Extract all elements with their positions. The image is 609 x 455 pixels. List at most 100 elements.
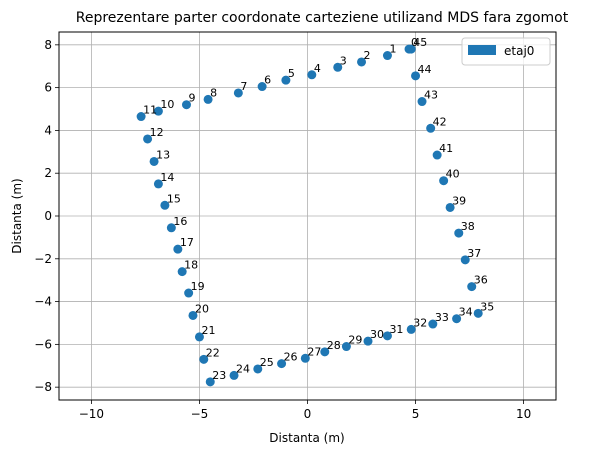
x-axis-label: Distanta (m) (269, 431, 344, 445)
point-label: 42 (433, 115, 447, 128)
data-point (357, 57, 367, 67)
point-label: 27 (307, 345, 321, 358)
data-point (439, 176, 449, 186)
point-label: 40 (446, 168, 460, 181)
legend-label: etaj0 (504, 44, 534, 58)
point-label: 0 (411, 36, 418, 49)
data-point (233, 88, 243, 98)
data-point (277, 359, 287, 369)
data-point (253, 364, 263, 374)
data-point (411, 71, 421, 81)
point-label: 35 (480, 300, 494, 313)
legend-box (461, 37, 551, 66)
data-point (445, 202, 455, 212)
point-label: 11 (143, 104, 157, 117)
data-point (143, 134, 153, 144)
point-label: 16 (173, 215, 187, 228)
data-point (363, 336, 373, 346)
point-label: 8 (210, 86, 217, 99)
data-point (136, 112, 146, 122)
data-point (199, 354, 209, 364)
point-label: 38 (461, 220, 475, 233)
point-label: 36 (474, 274, 488, 287)
data-point (153, 106, 163, 116)
point-label: 13 (156, 148, 170, 161)
x-tick-label: 0 (304, 407, 312, 421)
data-point (281, 75, 291, 85)
data-point (428, 319, 438, 329)
data-point (257, 82, 267, 92)
data-point (382, 51, 392, 61)
y-tick-label: 8 (44, 38, 52, 52)
data-points (136, 44, 483, 387)
chart-title: Reprezentare parter coordonate cartezien… (76, 10, 569, 26)
point-label: 32 (413, 316, 427, 329)
point-label: 19 (191, 280, 205, 293)
point-label: 25 (260, 356, 274, 369)
point-label: 4 (314, 62, 321, 75)
point-label: 1 (389, 43, 396, 56)
y-tick-label: 4 (44, 123, 52, 137)
data-point (467, 282, 477, 292)
point-label: 2 (364, 49, 371, 62)
data-point (203, 94, 213, 104)
data-point (417, 97, 427, 107)
data-point (188, 310, 198, 320)
point-label: 7 (240, 80, 247, 93)
data-point (341, 342, 351, 352)
point-label: 9 (188, 92, 195, 105)
y-tick-label: 6 (44, 81, 52, 95)
data-point (333, 62, 343, 72)
y-tick-label: 0 (44, 209, 52, 223)
point-label: 45 (413, 36, 427, 49)
point-label: 33 (435, 311, 449, 324)
data-point (194, 332, 204, 342)
data-point (166, 223, 176, 233)
point-label: 43 (424, 89, 438, 102)
x-tick-label: −10 (79, 407, 104, 421)
data-point (432, 150, 442, 160)
point-label: 15 (167, 192, 181, 205)
data-point (426, 123, 436, 133)
point-label: 10 (160, 98, 174, 111)
x-tick-label: 10 (516, 407, 531, 421)
legend-swatch (468, 45, 496, 55)
y-tick-label: −6 (34, 337, 52, 351)
data-point (173, 244, 183, 254)
point-label: 44 (418, 63, 432, 76)
data-point (406, 44, 416, 54)
point-label: 14 (160, 171, 174, 184)
point-label: 12 (150, 126, 164, 139)
point-label: 18 (184, 259, 198, 272)
point-label: 28 (327, 339, 341, 352)
point-label: 31 (389, 323, 403, 336)
point-label: 37 (467, 247, 481, 260)
data-point (205, 377, 215, 387)
y-tick-label: 2 (44, 166, 52, 180)
point-label: 30 (370, 328, 384, 341)
data-point (229, 370, 239, 380)
point-label: 21 (201, 324, 215, 337)
x-tick-label: −5 (191, 407, 209, 421)
legend: etaj0 (461, 37, 551, 66)
x-tick-label: 5 (412, 407, 420, 421)
point-label: 22 (206, 346, 220, 359)
point-label: 17 (180, 236, 194, 249)
data-point (184, 288, 194, 298)
data-point (300, 353, 310, 363)
point-label: 6 (264, 74, 271, 87)
data-point (382, 331, 392, 341)
y-axis-label: Distanta (m) (10, 178, 24, 253)
data-point (452, 314, 462, 324)
point-label: 23 (212, 369, 226, 382)
point-label: 29 (348, 334, 362, 347)
data-point (473, 308, 483, 318)
point-label: 26 (284, 351, 298, 364)
y-tick-label: −2 (34, 252, 52, 266)
point-label: 34 (459, 306, 473, 319)
data-point (460, 255, 470, 265)
point-label: 3 (340, 54, 347, 67)
data-point (406, 324, 416, 334)
